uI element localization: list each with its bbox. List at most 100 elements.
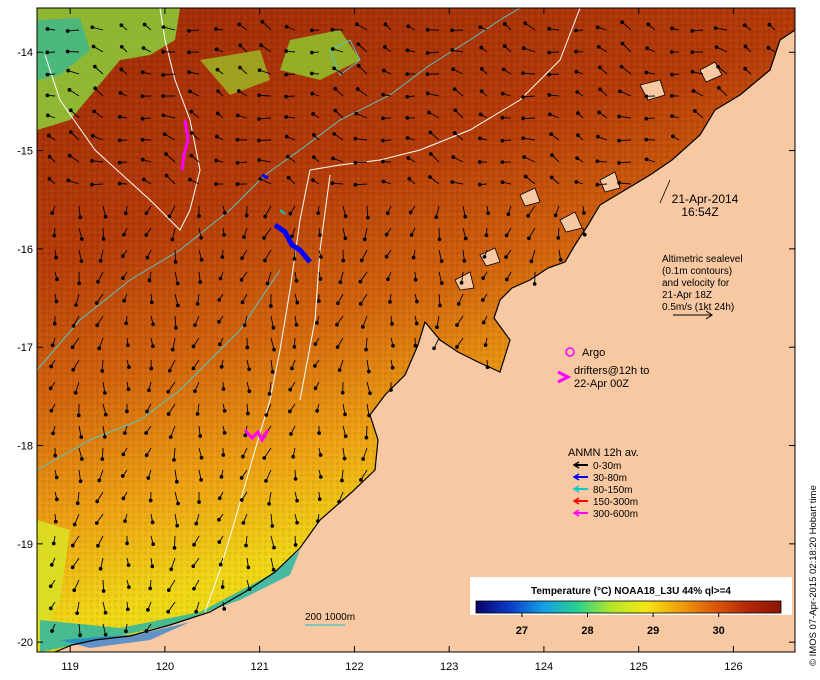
velocity-arrow-head (405, 48, 410, 53)
velocity-arrow-head (526, 213, 531, 218)
velocity-arrow-head (413, 277, 418, 282)
velocity-arrow-head (617, 160, 621, 165)
velocity-arrow-head (521, 136, 526, 141)
velocity-arrow-head (80, 457, 84, 461)
velocity-arrow-head (146, 476, 151, 480)
lon-tick-label: 119 (61, 661, 79, 673)
velocity-arrow-head (332, 132, 337, 136)
velocity-arrow-head (670, 114, 674, 119)
velocity-arrow-head (221, 453, 226, 457)
velocity-arrow (73, 579, 80, 591)
velocity-arrow-head (521, 116, 525, 121)
velocity-arrow (366, 381, 371, 394)
velocity-arrow-head (214, 158, 219, 163)
velocity-arrow-head (313, 364, 317, 368)
velocity-arrow-head (429, 152, 433, 156)
drifter-tracks (180, 119, 312, 444)
velocity-arrow-head (93, 86, 98, 91)
velocity-arrow-head (218, 562, 223, 567)
velocity-arrow-head (365, 215, 370, 220)
velocity-arrow-head (238, 65, 242, 70)
isobath-legend: 200 1000m (305, 612, 355, 626)
velocity-arrow-head (500, 160, 505, 165)
velocity-arrow-head (527, 236, 531, 241)
velocity-arrow (72, 337, 80, 348)
velocity-arrow-head (450, 28, 454, 33)
mooring-cyan-mark (279, 209, 286, 215)
velocity-arrow-head (267, 392, 272, 396)
lat-tick-label: -20 (17, 637, 33, 649)
velocity-arrow-head (51, 541, 56, 546)
velocity-arrow-head (456, 302, 461, 306)
velocity-arrow-head (506, 212, 511, 217)
velocity-arrow-head (67, 87, 72, 92)
velocity-arrow-head (318, 453, 323, 457)
velocity-arrow-head (190, 131, 194, 135)
velocity-arrow (438, 249, 443, 262)
sealevel-contours (44, 7, 581, 613)
drifter-track-2 (243, 429, 270, 444)
altimetry-line-3: and velocity for (662, 278, 730, 289)
velocity-arrow-head (246, 411, 250, 416)
velocity-arrow-head (217, 540, 222, 544)
velocity-arrow-head (70, 565, 75, 570)
velocity-arrow-head (310, 71, 314, 76)
anmn-legend-label: 80-150m (593, 485, 632, 496)
velocity-arrow-head (97, 346, 102, 351)
velocity-arrow-head (317, 497, 322, 501)
velocity-arrow-head (381, 138, 385, 143)
velocity-arrow-head (124, 321, 128, 326)
velocity-arrow-head (65, 29, 70, 33)
velocity-arrow-head (331, 47, 335, 51)
velocity-arrow-head (405, 94, 410, 99)
velocity-arrow-head (521, 71, 525, 76)
velocity-arrow-head (547, 93, 552, 97)
velocity-arrow-head (162, 132, 167, 137)
velocity-arrow-head (405, 115, 410, 120)
velocity-arrow-head (145, 255, 150, 260)
colorbar-tick-label: 28 (581, 625, 593, 637)
velocity-arrow-head (150, 520, 155, 525)
mooring-blue-track (273, 222, 312, 264)
velocity-arrow-head (294, 322, 299, 327)
velocity-arrow-head (67, 153, 72, 158)
isobaths (36, 7, 521, 471)
velocity-arrow-head (522, 155, 527, 159)
velocity-arrow-head (122, 298, 127, 303)
velocity-arrow-head (574, 69, 579, 74)
velocity-arrow-head (388, 300, 392, 304)
velocity-arrow-head (50, 629, 54, 633)
velocity-arrow-head (126, 343, 130, 348)
velocity-arrow-head (117, 138, 122, 143)
velocity-arrow-head (197, 214, 201, 218)
velocity-arrow (169, 359, 176, 371)
velocity-arrow-head (271, 325, 276, 330)
velocity-arrow-head (167, 214, 172, 219)
velocity-arrow (427, 93, 440, 97)
velocity-arrow-head (359, 478, 363, 482)
velocity-arrow-head (53, 453, 58, 458)
velocity-arrow-head (49, 563, 54, 567)
velocity-arrow-head (121, 452, 126, 457)
velocity-arrow-head (219, 474, 224, 479)
velocity-arrow-head (257, 93, 261, 98)
velocity-arrow-head (368, 391, 372, 396)
velocity-arrow-head (192, 542, 196, 547)
velocity-arrow-head (295, 498, 299, 503)
velocity-arrow-head (407, 176, 412, 181)
velocity-arrow-head (75, 501, 80, 506)
velocity-arrow-head (502, 22, 507, 26)
velocity-arrow-head (582, 232, 587, 237)
velocity-arrow (78, 469, 82, 482)
velocity-arrow (78, 227, 83, 240)
credit-text: © IMOS 07-Apr-2015 02:18:20 Hobart time (808, 485, 819, 666)
lon-tick-label: 126 (724, 661, 742, 673)
velocity-arrow-head (669, 50, 674, 54)
velocity-arrow-head (451, 67, 456, 72)
velocity-arrow-head (425, 91, 430, 96)
velocity-arrow-head (342, 456, 347, 461)
velocity-arrow (270, 535, 275, 548)
velocity-arrow-head (286, 154, 290, 159)
velocity-arrow-head (408, 210, 413, 215)
velocity-arrow-head (195, 412, 200, 416)
